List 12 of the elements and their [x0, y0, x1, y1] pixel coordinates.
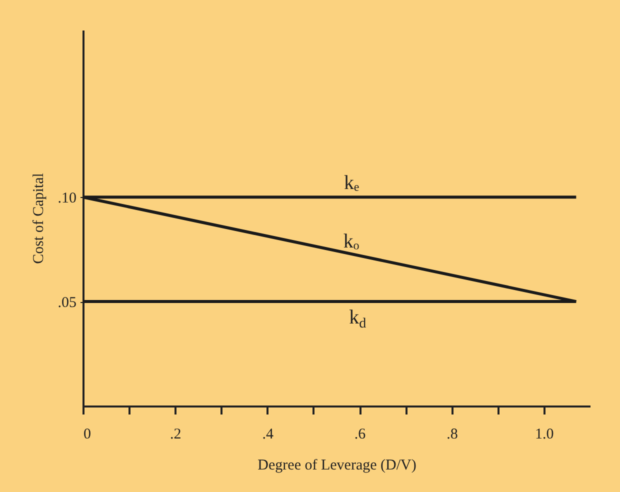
x-tick-label: .8 — [446, 426, 458, 442]
x-tick-label: 0 — [84, 426, 91, 442]
x-tick-label: .2 — [170, 426, 182, 442]
x-tick-label: 1.0 — [535, 426, 554, 442]
x-axis-title: Degree of Leverage (D/V) — [258, 458, 416, 474]
x-tick-label: .4 — [262, 426, 274, 442]
y-tick-label: .05 — [58, 295, 76, 312]
y-tick-label: .10 — [58, 190, 76, 207]
series-label: kₒ — [343, 230, 360, 253]
x-tick-label: .6 — [354, 426, 366, 442]
y-axis-title: Cost of Capital — [30, 173, 47, 264]
series-label: kₑ — [344, 172, 360, 194]
